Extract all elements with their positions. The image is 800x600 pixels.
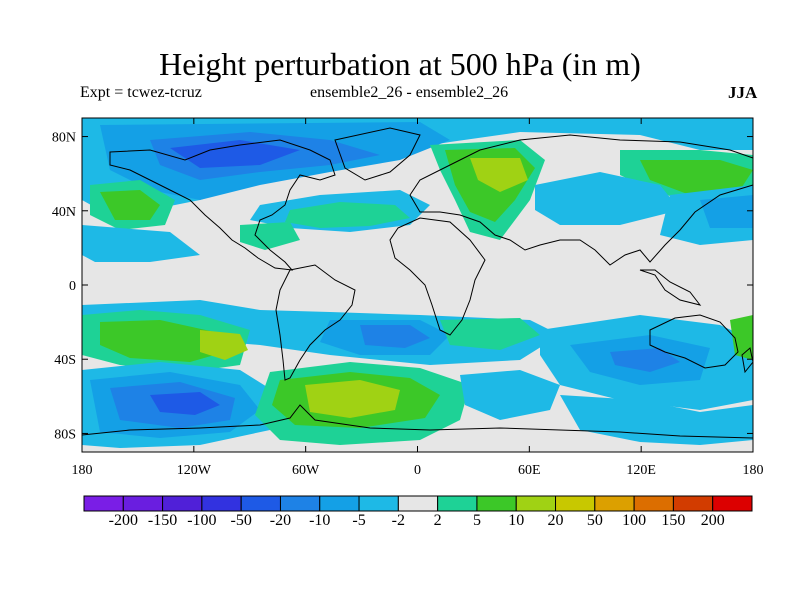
coast-southeast-asia <box>639 269 702 306</box>
colorbar-label: 10 <box>508 512 525 529</box>
colorbar-swatch <box>555 495 596 512</box>
colorbar-swatch <box>476 495 517 512</box>
contour-blue-arctic-deepest <box>170 140 300 168</box>
contour-blue-epacific <box>82 225 200 262</box>
colorbar-swatch <box>712 495 753 512</box>
plot-title: Height perturbation at 500 hPa (in m) <box>159 46 641 82</box>
colorbar-swatch <box>201 495 242 512</box>
colorbar-label: 2 <box>433 512 442 529</box>
colorbar-label: 200 <box>700 512 725 529</box>
colorbar-label: -200 <box>108 512 138 529</box>
colorbar-swatch <box>83 495 124 512</box>
lat-tick-label: 80S <box>54 427 76 442</box>
ensemble-label: ensemble2_26 - ensemble2_26 <box>310 84 509 101</box>
colorbar-swatch <box>358 495 399 512</box>
contour-blue-spacific-polar-4 <box>150 392 220 415</box>
coast-antarctica <box>81 404 754 439</box>
lat-tick-label: 40N <box>52 205 76 220</box>
colorbar-swatch <box>594 495 635 512</box>
colorbar-label: -150 <box>147 512 178 529</box>
coast-new-zealand <box>741 347 754 374</box>
coast-north-america <box>109 139 336 271</box>
contour-lime-nw <box>100 190 160 220</box>
colorbar-swatch <box>397 495 439 512</box>
contour-core-satl <box>360 325 430 348</box>
contour-lime-siberia <box>640 160 753 195</box>
contour-field <box>82 118 753 452</box>
colorbar-label: 100 <box>622 512 647 529</box>
latitude-labels: 80N 40N 0 40S 80S <box>52 131 76 443</box>
colorbar-swatch <box>633 495 674 512</box>
lat-tick-label: 0 <box>69 279 76 294</box>
coastlines <box>81 127 754 439</box>
colorbar-label: -5 <box>352 512 366 529</box>
longitude-labels: 180 120W 60W 0 60E 120E 180 <box>72 463 764 478</box>
contour-green-natlantic <box>285 202 410 228</box>
colorbar-label: -20 <box>269 512 292 529</box>
lon-tick-label: 180 <box>743 463 764 478</box>
colorbar-label: 150 <box>661 512 686 529</box>
contour-yellow-satl-polar <box>305 380 400 418</box>
coast-south-america <box>275 264 356 381</box>
contour-blue-sindian-polar <box>460 370 560 420</box>
colorbar-label: -50 <box>230 512 252 529</box>
colorbar-swatch <box>672 495 714 512</box>
colorbar-label: 20 <box>547 512 564 529</box>
contour-blue-sindian-core <box>610 348 680 372</box>
contour-green-sindian <box>440 318 540 350</box>
colorbar-label: 5 <box>472 512 481 529</box>
colorbar-swatch <box>122 495 164 512</box>
lon-tick-label: 180 <box>72 463 93 478</box>
colorbar-label: -2 <box>391 512 405 529</box>
coast-africa <box>389 217 486 336</box>
lat-tick-label: 80N <box>52 131 76 146</box>
colorbar-swatch <box>162 495 203 512</box>
colorbar-label: -100 <box>187 512 217 529</box>
contour-yellow-spacific <box>200 330 248 360</box>
experiment-label: Expt = tcwez-tcruz <box>80 84 202 101</box>
lon-tick-label: 60W <box>292 463 320 478</box>
contour-lime-spacific <box>100 320 225 362</box>
colorbar-swatch <box>279 495 321 512</box>
season-label: JJA <box>728 83 758 102</box>
colorbar-swatch <box>515 495 557 512</box>
contour-blue-asia <box>535 172 680 225</box>
colorbar <box>83 495 753 512</box>
lat-tick-label: 40S <box>54 353 76 368</box>
contour-yellow-europe <box>470 158 528 192</box>
contour-green-caribbean <box>240 222 300 250</box>
colorbar-swatch <box>240 495 281 512</box>
colorbar-label: -10 <box>309 512 331 529</box>
lon-tick-label: 120W <box>177 463 212 478</box>
contour-green-tasman <box>730 315 753 360</box>
colorbar-swatch <box>319 495 360 512</box>
lon-tick-label: 120E <box>626 463 656 478</box>
lon-tick-label: 60E <box>518 463 541 478</box>
coast-greenland <box>334 127 421 181</box>
lon-tick-label: 0 <box>414 463 421 478</box>
contour-blue-npacific-deep <box>700 195 753 228</box>
coast-australia <box>649 314 739 369</box>
coast-eurasia <box>409 134 754 266</box>
colorbar-label: 50 <box>586 512 603 529</box>
colorbar-swatch <box>437 495 478 512</box>
contour-blue-s-polar-east <box>560 395 753 445</box>
axis-ticks <box>81 118 754 452</box>
